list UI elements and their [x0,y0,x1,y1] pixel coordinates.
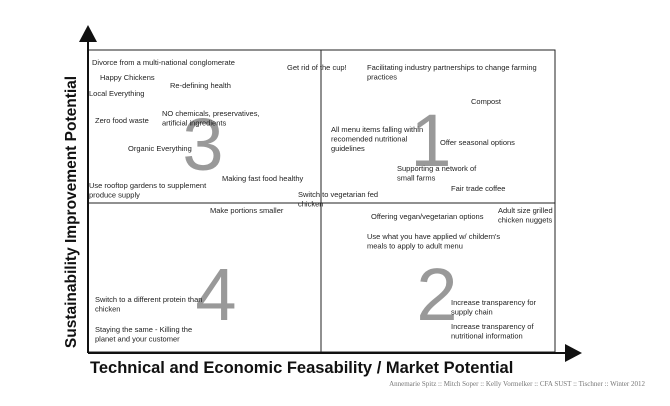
item-label: recomended nutritional [331,135,408,144]
item-label: artificial ingredients [162,119,226,128]
item-label: Get rid of the cup! [287,63,347,72]
item-label: Divorce from a multi-national conglomera… [92,58,235,67]
item-label: Zero food waste [95,116,149,125]
item-label: Compost [471,97,502,106]
item-label: Use what you have applied w/ childern's [367,232,500,241]
item-label: chicken nuggets [498,216,552,225]
item-label: Staying the same - Killing the [95,325,192,334]
item-label: planet and your customer [95,335,180,344]
item-label: NO chemicals, preservatives, [162,109,260,118]
x-axis-label: Technical and Economic Feasability / Mar… [90,359,513,377]
item-label: chicken [95,305,120,314]
item-label: Local Everything [89,89,144,98]
item-label: Make portions smaller [210,206,284,215]
item-label: Making fast food healthy [222,174,304,183]
item-label: Re-defining health [170,81,231,90]
item-label: Happy Chickens [100,73,155,82]
item-label: Increase transparency of [451,322,534,331]
item-label: chicken [298,200,323,209]
item-label: Switch to vegetarian fed [298,190,378,199]
item-label: supply chain [451,308,493,317]
item-label: Facilitating industry partnerships to ch… [367,63,537,72]
quadrant-number: 2 [416,253,457,336]
item-label: Offer seasonal options [440,138,515,147]
quadrant-number: 4 [195,253,236,336]
item-label: Supporting a network of [397,164,477,173]
item-label: Offering vegan/vegetarian options [371,212,484,221]
item-label: practices [367,73,397,82]
item-label: Fair trade coffee [451,184,505,193]
item-label: meals to apply to adult menu [367,242,463,251]
item-label: nutritional information [451,332,523,341]
quadrant-number: 1 [410,99,451,182]
item-label: Use rooftop gardens to supplement [89,181,207,190]
quadrant-number: 3 [182,103,223,186]
item-label: Organic Everything [128,144,192,153]
item-label: Switch to a different protein than [95,295,202,304]
item-label: guidelines [331,144,365,153]
item-label: All menu items falling within [331,125,423,134]
y-arrow [79,25,97,42]
y-axis-label: Sustainability Improvement Potential [63,76,80,348]
item-label: Adult size grilled [498,206,553,215]
x-arrow [565,344,582,362]
footer: Annemarie Spitz :: Mitch Soper :: Kelly … [389,380,645,388]
item-label: Increase transparency for [451,298,537,307]
item-label: small farms [397,174,436,183]
item-label: produce supply [89,191,140,200]
